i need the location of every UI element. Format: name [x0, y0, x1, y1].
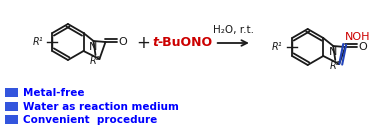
Bar [5, 88, 18, 97]
Text: Water as reaction medium: Water as reaction medium [23, 102, 179, 112]
Text: R¹: R¹ [272, 42, 283, 52]
Text: R²: R² [90, 56, 101, 66]
Text: -BuONO: -BuONO [158, 36, 213, 50]
Text: NOH: NOH [345, 32, 371, 42]
Text: O: O [118, 37, 127, 47]
Text: Convenient  procedure: Convenient procedure [23, 115, 157, 125]
Text: R¹: R¹ [33, 37, 43, 47]
Text: R²: R² [330, 61, 341, 71]
Text: O: O [358, 42, 367, 52]
Text: +: + [136, 34, 150, 52]
Text: Metal-free: Metal-free [23, 88, 84, 98]
Text: t: t [153, 36, 159, 50]
Text: H₂O, r.t.: H₂O, r.t. [213, 25, 254, 35]
Text: N: N [89, 42, 98, 52]
Text: N: N [329, 47, 338, 57]
Bar [5, 115, 18, 124]
Bar [5, 102, 18, 111]
